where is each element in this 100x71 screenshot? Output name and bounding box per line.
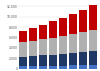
Bar — [79, 65, 87, 69]
Bar — [89, 5, 97, 30]
Bar — [89, 30, 97, 51]
Bar — [79, 10, 87, 32]
Bar — [39, 56, 47, 66]
Bar — [19, 66, 27, 69]
Bar — [79, 52, 87, 65]
Bar — [69, 53, 77, 65]
Bar — [89, 65, 97, 69]
Bar — [29, 56, 37, 66]
Bar — [19, 42, 27, 57]
Bar — [39, 66, 47, 69]
Bar — [69, 14, 77, 34]
Bar — [59, 54, 67, 66]
Bar — [39, 25, 47, 39]
Bar — [29, 28, 37, 41]
Bar — [59, 66, 67, 69]
Bar — [49, 55, 57, 66]
Bar — [29, 41, 37, 56]
Bar — [59, 18, 67, 36]
Bar — [29, 66, 37, 69]
Bar — [49, 38, 57, 55]
Bar — [59, 36, 67, 54]
Bar — [19, 31, 27, 42]
Bar — [79, 32, 87, 52]
Bar — [49, 21, 57, 38]
Bar — [69, 65, 77, 69]
Bar — [49, 66, 57, 69]
Bar — [19, 57, 27, 66]
Bar — [39, 39, 47, 56]
Bar — [89, 51, 97, 65]
Bar — [69, 34, 77, 53]
